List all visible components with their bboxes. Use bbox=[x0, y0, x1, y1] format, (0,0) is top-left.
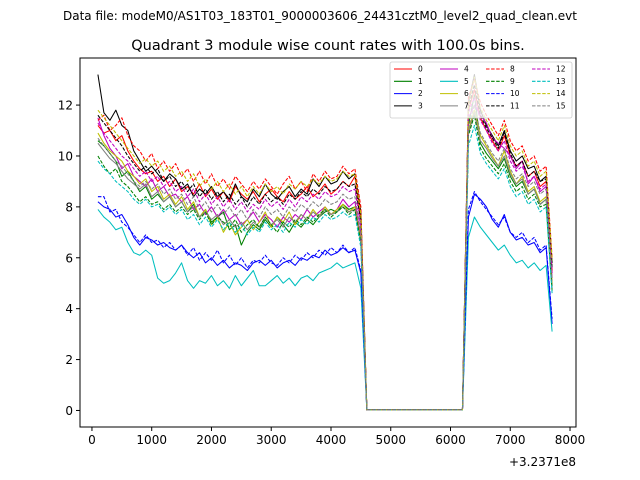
series-line-3 bbox=[97, 74, 553, 411]
series-line-9 bbox=[97, 114, 553, 411]
y-tick-label: 4 bbox=[65, 302, 73, 316]
legend-label-0: 0 bbox=[418, 65, 423, 74]
legend-label-9: 9 bbox=[510, 77, 515, 86]
x-tick-label: 3000 bbox=[256, 433, 287, 447]
legend-label-5: 5 bbox=[464, 77, 469, 86]
series-line-13 bbox=[97, 124, 553, 411]
x-tick-label: 1000 bbox=[136, 433, 167, 447]
legend-box bbox=[389, 61, 573, 119]
x-tick-label: 8000 bbox=[555, 433, 586, 447]
legend-label-6: 6 bbox=[464, 89, 469, 98]
y-tick-label: 2 bbox=[65, 353, 73, 367]
x-tick-label: 5000 bbox=[375, 433, 406, 447]
series-line-14 bbox=[97, 76, 553, 411]
series-line-10 bbox=[97, 191, 553, 411]
series-line-11 bbox=[97, 84, 553, 411]
legend-label-11: 11 bbox=[510, 101, 520, 110]
x-tick-label: 0 bbox=[88, 433, 96, 447]
y-tick-label: 10 bbox=[58, 149, 73, 163]
legend-label-1: 1 bbox=[418, 77, 423, 86]
series-line-1 bbox=[97, 94, 553, 411]
x-axis-offset-label: +3.2371e8 bbox=[509, 455, 576, 469]
axes-frame bbox=[79, 57, 577, 428]
series-group bbox=[97, 74, 553, 411]
series-line-2 bbox=[97, 193, 553, 411]
x-tick-label: 2000 bbox=[196, 433, 227, 447]
legend-label-13: 13 bbox=[556, 77, 566, 86]
y-tick-label: 8 bbox=[65, 200, 73, 214]
series-line-12 bbox=[97, 96, 553, 411]
series-line-8 bbox=[97, 79, 553, 411]
legend-label-15: 15 bbox=[556, 101, 566, 110]
legend-label-3: 3 bbox=[418, 101, 423, 110]
legend-label-10: 10 bbox=[510, 89, 520, 98]
legend-label-4: 4 bbox=[464, 65, 469, 74]
legend-label-7: 7 bbox=[464, 101, 469, 110]
x-tick-label: 7000 bbox=[495, 433, 526, 447]
y-tick-label: 12 bbox=[58, 99, 73, 113]
y-tick-label: 0 bbox=[65, 404, 73, 418]
series-line-6 bbox=[97, 109, 553, 411]
legend-label-14: 14 bbox=[556, 89, 566, 98]
series-line-5 bbox=[97, 209, 553, 411]
y-tick-label: 6 bbox=[65, 251, 73, 265]
series-line-7 bbox=[97, 112, 553, 411]
legend-label-2: 2 bbox=[418, 89, 423, 98]
x-tick-label: 6000 bbox=[435, 433, 466, 447]
chart-suptitle: Data file: modeM0/AS1T03_183T01_90000036… bbox=[63, 9, 577, 23]
x-tick-label: 4000 bbox=[316, 433, 347, 447]
chart-title: Quadrant 3 module wise count rates with … bbox=[131, 38, 525, 54]
legend-label-8: 8 bbox=[510, 65, 515, 74]
plot-area: 0 1000 2000 3000 4000 5000 6000 7000 8000 0 2 4 6 8 10… bbox=[58, 74, 586, 447]
series-line-0 bbox=[97, 89, 553, 411]
series-line-15 bbox=[97, 104, 553, 411]
legend-label-12: 12 bbox=[556, 65, 566, 74]
